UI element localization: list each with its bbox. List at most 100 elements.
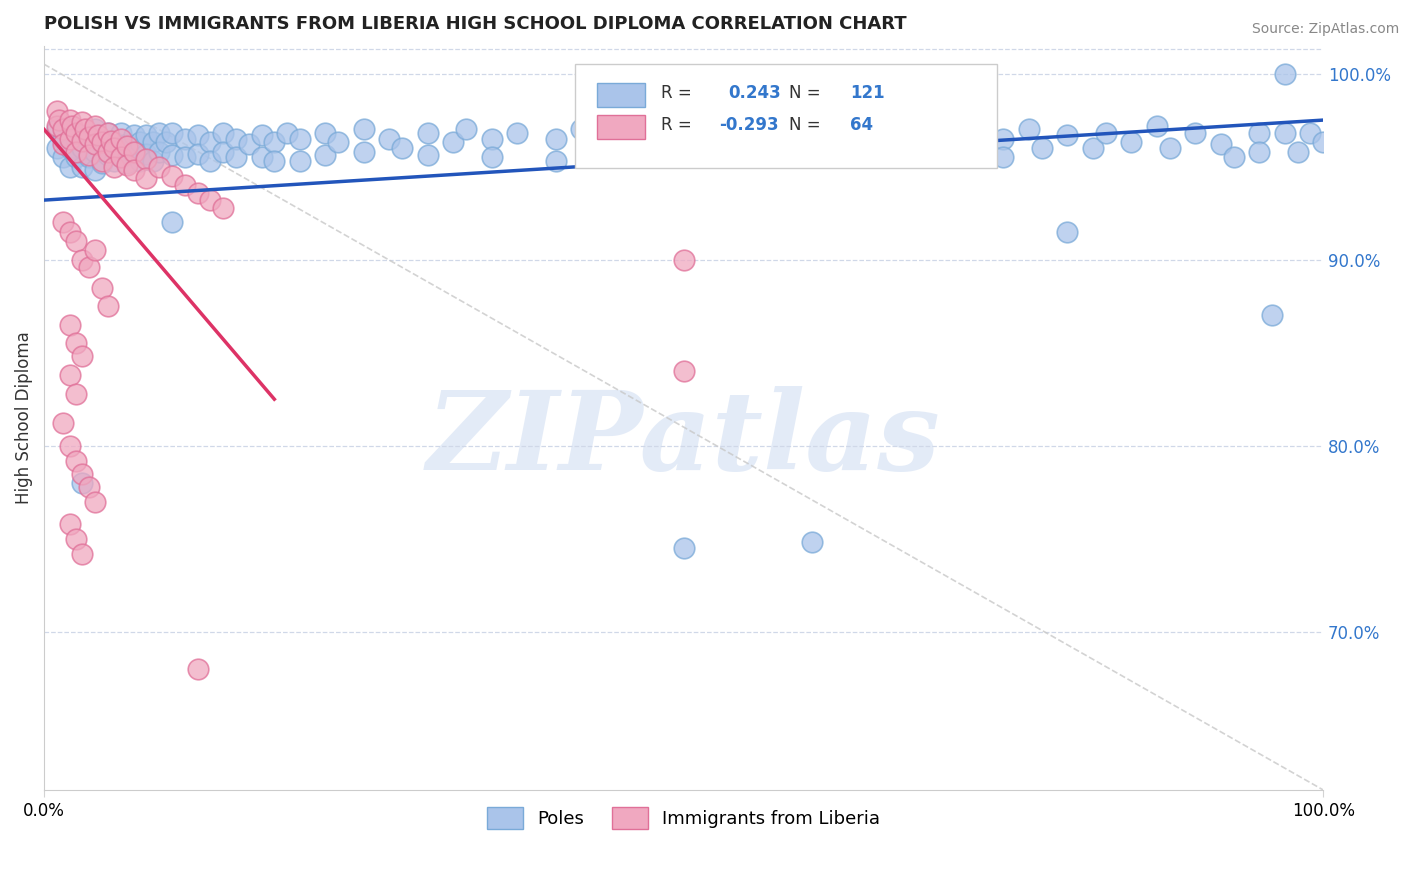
Point [890,122,912,136]
Point [60,119,83,133]
Point [481,150,503,164]
Point [97,126,120,140]
Point [90,156,112,170]
Point [800,131,823,145]
Point [1209,137,1232,152]
Point [52,417,75,431]
Point [59,113,82,128]
Point [276,126,298,140]
Point [135,146,157,161]
Point [1056,128,1078,142]
Point [456,122,478,136]
Point [135,128,157,142]
Point [117,158,139,172]
Point [122,128,145,142]
Point [65,386,87,401]
Point [77,148,100,162]
Point [672,122,695,136]
Point [90,136,112,150]
Point [117,156,139,170]
Point [87,128,110,142]
Point [160,215,183,229]
Point [77,480,100,494]
Point [142,154,165,169]
Point [122,145,145,159]
Point [97,126,120,140]
Point [212,145,235,159]
Point [838,145,860,159]
Point [45,103,67,118]
Point [72,134,94,148]
Point [122,146,145,161]
Point [97,299,120,313]
Point [993,131,1015,145]
Point [59,516,82,531]
Point [212,201,235,215]
Point [506,126,529,140]
Point [697,131,720,145]
Point [84,494,107,508]
Point [90,137,112,152]
Point [928,131,950,145]
Point [1312,136,1334,150]
Text: N =: N = [789,116,820,135]
Point [1159,141,1181,155]
Point [737,128,759,142]
Text: -0.293: -0.293 [720,116,779,135]
Text: 64: 64 [849,116,873,135]
Text: ZIPatlas: ZIPatlas [426,386,941,494]
Point [225,150,247,164]
Point [596,145,619,159]
Text: R =: R = [661,85,692,103]
Legend: Poles, Immigrants from Liberia: Poles, Immigrants from Liberia [479,800,887,837]
Point [737,150,759,164]
Point [110,126,132,140]
Point [148,160,170,174]
Point [122,163,145,178]
Point [1146,119,1168,133]
Point [135,170,157,185]
Point [97,145,120,159]
Point [84,119,107,133]
Point [328,136,350,150]
Point [59,225,82,239]
Point [148,126,170,140]
Point [825,126,848,140]
Point [609,131,631,145]
Point [187,146,209,161]
Point [1081,141,1104,155]
Point [775,145,797,159]
Point [1261,309,1284,323]
Point [45,122,67,136]
Point [59,439,82,453]
Text: 121: 121 [849,85,884,103]
Point [187,186,209,200]
Point [72,141,94,155]
Point [250,128,273,142]
Point [441,136,464,150]
Bar [596,83,645,107]
Point [59,141,82,155]
Point [45,141,67,155]
Point [1274,126,1296,140]
Point [103,154,125,169]
Text: POLISH VS IMMIGRANTS FROM LIBERIA HIGH SCHOOL DIPLOMA CORRELATION CHART: POLISH VS IMMIGRANTS FROM LIBERIA HIGH S… [44,15,907,33]
Point [288,131,311,145]
Point [72,350,94,364]
Point [993,150,1015,164]
Point [378,131,401,145]
Point [481,131,503,145]
Point [142,136,165,150]
Point [1299,126,1322,140]
Point [110,148,132,162]
Point [100,134,122,148]
Point [155,136,177,150]
Point [187,128,209,142]
Point [65,336,87,351]
Point [52,122,75,136]
Point [84,122,107,136]
Point [52,215,75,229]
Point [173,150,195,164]
Point [200,154,222,169]
Point [65,453,87,467]
